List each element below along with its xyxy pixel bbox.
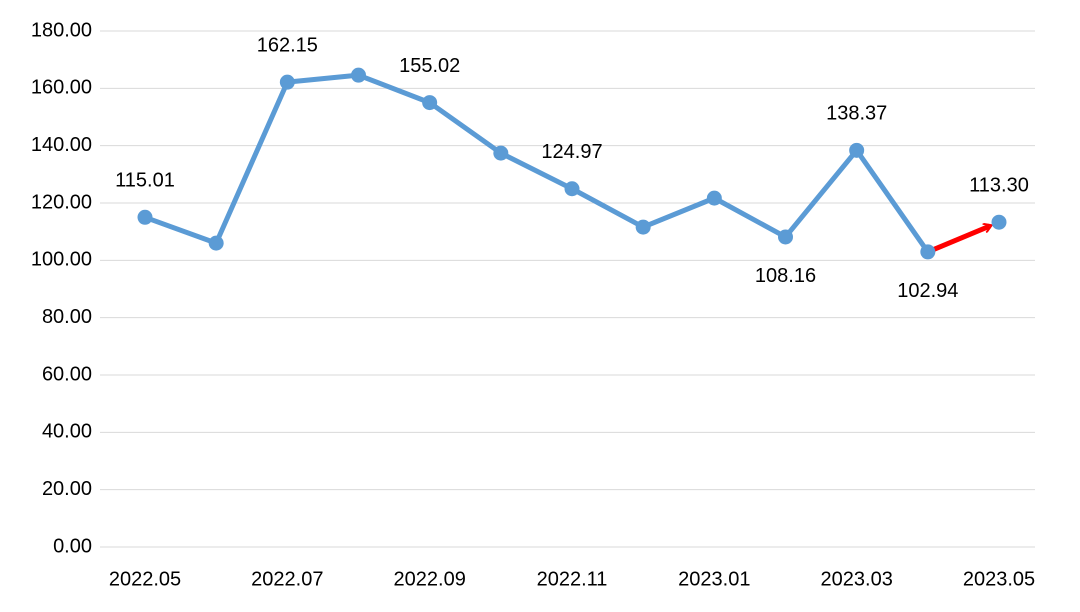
x-tick-label: 2023.03 (821, 568, 893, 590)
data-label: 115.01 (115, 170, 175, 192)
x-tick-label: 2022.11 (537, 568, 608, 590)
point (635, 219, 651, 235)
x-tick-label: 2022.07 (251, 568, 323, 590)
point (991, 214, 1007, 230)
trend-arrow (926, 226, 990, 255)
line (144, 72, 930, 254)
x-tick-label: 2023.01 (678, 568, 750, 590)
y-tick-label: 160.00 (31, 77, 92, 99)
point (778, 229, 793, 245)
data-label: 102.94 (897, 280, 958, 302)
point (849, 142, 865, 158)
y-tick-label: 180.00 (31, 19, 92, 41)
y-tick-label: 60.00 (42, 363, 92, 385)
y-tick-label: 40.00 (42, 421, 92, 443)
point (422, 95, 438, 111)
x-tick-label: 2023.05 (963, 568, 1035, 590)
y-tick-label: 20.00 (42, 478, 92, 500)
y-tick-label: 100.00 (31, 249, 92, 271)
data-label: 124.97 (541, 141, 602, 163)
point (564, 181, 580, 197)
point (920, 244, 936, 260)
data-label: 108.16 (755, 265, 816, 287)
point (351, 67, 366, 83)
point (208, 235, 224, 251)
y-tick-label: 0.00 (53, 535, 92, 557)
y-tick-label: 120.00 (31, 191, 92, 213)
point (137, 209, 153, 225)
point (493, 145, 509, 161)
x-tick-label: 2022.09 (394, 568, 466, 590)
point (279, 74, 295, 90)
data-label: 155.02 (399, 55, 460, 77)
y-tick-label: 140.00 (31, 134, 92, 156)
y-tick-label: 80.00 (42, 306, 92, 328)
x-tick-label: 2022.05 (109, 568, 181, 590)
point (706, 190, 722, 206)
data-label: 138.37 (826, 103, 887, 125)
data-label: 113.30 (969, 174, 1029, 196)
data-label: 162.15 (257, 34, 318, 56)
